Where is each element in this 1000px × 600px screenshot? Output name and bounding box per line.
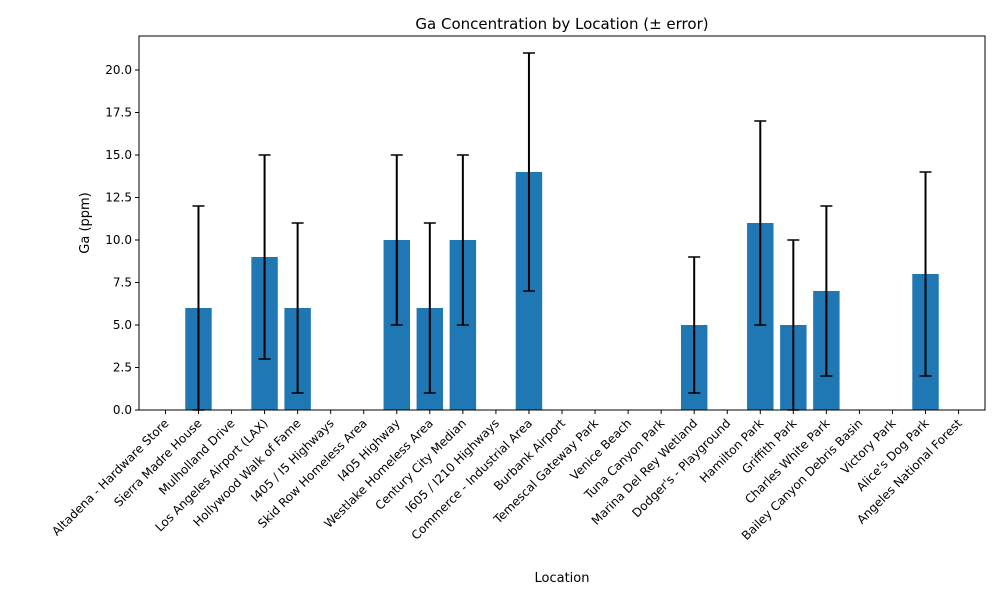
y-tick-label: 20.0 (105, 63, 132, 77)
y-axis-ticks: 0.0 2.5 5.0 7.5 10.0 12.5 15.0 17.5 20.0 (105, 63, 139, 417)
error-bar (423, 222, 436, 394)
error-bar (919, 171, 932, 377)
error-bar (688, 256, 701, 394)
x-axis-label: Location (535, 571, 590, 586)
error-bar (258, 154, 271, 360)
y-tick-label: 17.5 (105, 106, 132, 120)
y-axis-label: Ga (ppm) (78, 192, 93, 253)
y-tick-label: 15.0 (105, 148, 132, 162)
y-tick-label: 12.5 (105, 191, 132, 205)
y-tick-label: 7.5 (113, 276, 132, 290)
error-bar (754, 120, 767, 326)
y-tick-label: 10.0 (105, 233, 132, 247)
chart-title: Ga Concentration by Location (± error) (415, 15, 708, 33)
y-tick-label: 0.0 (113, 403, 132, 417)
error-bar (456, 154, 469, 326)
error-bar (390, 154, 403, 326)
y-tick-label: 2.5 (113, 361, 132, 375)
error-bar (291, 222, 304, 394)
error-bar (522, 52, 535, 292)
error-bar (820, 205, 833, 377)
y-tick-label: 5.0 (113, 318, 132, 332)
